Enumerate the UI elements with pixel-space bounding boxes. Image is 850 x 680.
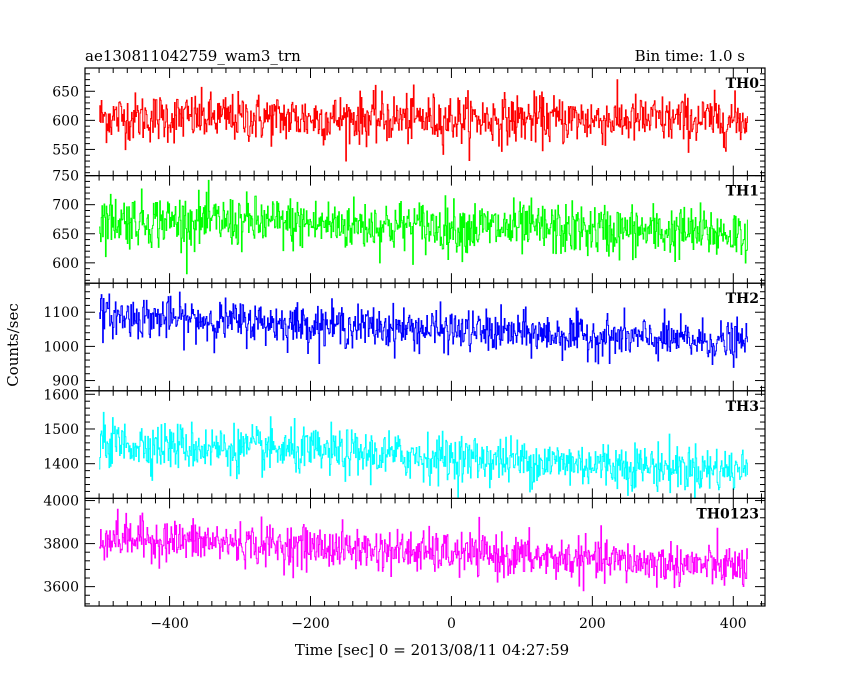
panels-group: 550 600 650 TH0 600 650 700 750 TH1 900 1000 1100 TH…: [43, 67, 766, 607]
x-axis-label: Time [sec] 0 = 2013/08/11 04:27:59: [295, 641, 569, 659]
series-line-th1: [99, 179, 748, 275]
y-tick-label: 550: [52, 142, 79, 158]
x-axis: −400 −200 0 200 400: [150, 616, 746, 632]
chart-title: ae130811042759_wam3_trn: [85, 47, 301, 65]
y-tick-label: 1600: [43, 387, 79, 403]
panel-th0: 550 600 650 TH0: [52, 67, 766, 177]
x-tick-label: 200: [579, 616, 606, 632]
y-tick-label: 4000: [43, 494, 79, 510]
y-tick-label: 600: [52, 113, 79, 129]
y-tick-label: 1500: [43, 422, 79, 438]
panel-name-label: TH0: [726, 76, 760, 92]
panel-name-label: TH2: [726, 291, 759, 307]
y-tick-label: 3800: [43, 537, 79, 553]
series-line-th0: [99, 79, 748, 162]
y-tick-label: 1400: [43, 457, 79, 473]
y-tick-label: 650: [52, 227, 79, 243]
y-tick-label: 600: [52, 256, 79, 272]
panel-name-label: TH0123: [696, 506, 759, 522]
y-tick-label: 3600: [43, 580, 79, 596]
panel-th3: 1400 1500 1600 TH3: [43, 387, 766, 499]
y-tick-label: 750: [52, 169, 79, 185]
y-tick-label: 700: [52, 198, 79, 214]
y-axis-label: Counts/sec: [4, 303, 22, 387]
series-line-th0123: [99, 508, 748, 592]
y-tick-label: 1000: [43, 339, 79, 355]
y-tick-label: 900: [52, 374, 79, 390]
panel-name-label: TH3: [726, 399, 759, 415]
series-line-th3: [99, 411, 748, 499]
panel-th0123: 3600 3800 4000 TH0123: [43, 494, 766, 607]
x-tick-label: −200: [291, 616, 329, 632]
x-tick-label: 400: [720, 616, 747, 632]
bin-time-label: Bin time: 1.0 s: [635, 47, 745, 65]
y-tick-label: 650: [52, 84, 79, 100]
panel-th2: 900 1000 1100 TH2: [43, 282, 766, 392]
panel-th1: 600 650 700 750 TH1: [52, 169, 766, 284]
series-line-th2: [99, 291, 748, 368]
x-tick-label: −400: [150, 616, 188, 632]
x-tick-label: 0: [447, 616, 456, 632]
panel-name-label: TH1: [726, 184, 759, 200]
panel-frame: [84, 390, 766, 499]
y-tick-label: 1100: [43, 305, 79, 321]
